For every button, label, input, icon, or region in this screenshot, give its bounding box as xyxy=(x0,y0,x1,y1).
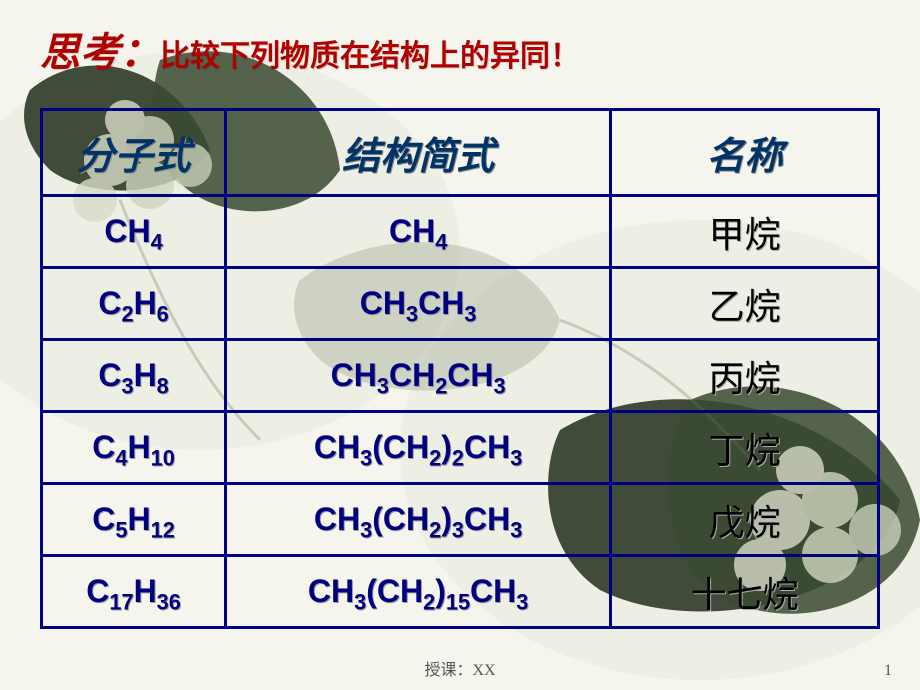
cell-structural: CH3CH2CH3 xyxy=(226,340,611,412)
cell-structural: CH3(CH2)2CH3 xyxy=(226,412,611,484)
cell-name: 丙烷 xyxy=(611,340,879,412)
cell-name: 乙烷 xyxy=(611,268,879,340)
title-lead: 思考： xyxy=(40,30,160,75)
slide-title: 思考：比较下列物质在结构上的异同！ xyxy=(40,20,880,78)
page-number: 1 xyxy=(884,662,892,680)
cell-molecular: C3H8 xyxy=(42,340,226,412)
cell-name: 戊烷 xyxy=(611,484,879,556)
cell-molecular: C5H12 xyxy=(42,484,226,556)
header-name: 名称 xyxy=(611,110,879,196)
table-row: CH4CH4甲烷 xyxy=(42,196,879,268)
cell-molecular: C17H36 xyxy=(42,556,226,628)
alkane-table: 分子式 结构简式 名称 CH4CH4甲烷C2H6CH3CH3乙烷C3H8CH3C… xyxy=(40,108,880,629)
footer-lecturer: 授课：XX xyxy=(0,656,920,680)
cell-structural: CH4 xyxy=(226,196,611,268)
cell-structural: CH3(CH2)15CH3 xyxy=(226,556,611,628)
cell-structural: CH3(CH2)3CH3 xyxy=(226,484,611,556)
cell-molecular: C4H10 xyxy=(42,412,226,484)
cell-name: 丁烷 xyxy=(611,412,879,484)
cell-molecular: C2H6 xyxy=(42,268,226,340)
cell-molecular: CH4 xyxy=(42,196,226,268)
table-row: C5H12CH3(CH2)3CH3戊烷 xyxy=(42,484,879,556)
table-row: C17H36CH3(CH2)15CH3十七烷 xyxy=(42,556,879,628)
table-row: C3H8CH3CH2CH3丙烷 xyxy=(42,340,879,412)
cell-name: 甲烷 xyxy=(611,196,879,268)
title-rest: 比较下列物质在结构上的异同！ xyxy=(160,40,580,73)
table-row: C2H6CH3CH3乙烷 xyxy=(42,268,879,340)
header-structural: 结构简式 xyxy=(226,110,611,196)
cell-structural: CH3CH3 xyxy=(226,268,611,340)
table-row: C4H10CH3(CH2)2CH3丁烷 xyxy=(42,412,879,484)
cell-name: 十七烷 xyxy=(611,556,879,628)
header-molecular: 分子式 xyxy=(42,110,226,196)
